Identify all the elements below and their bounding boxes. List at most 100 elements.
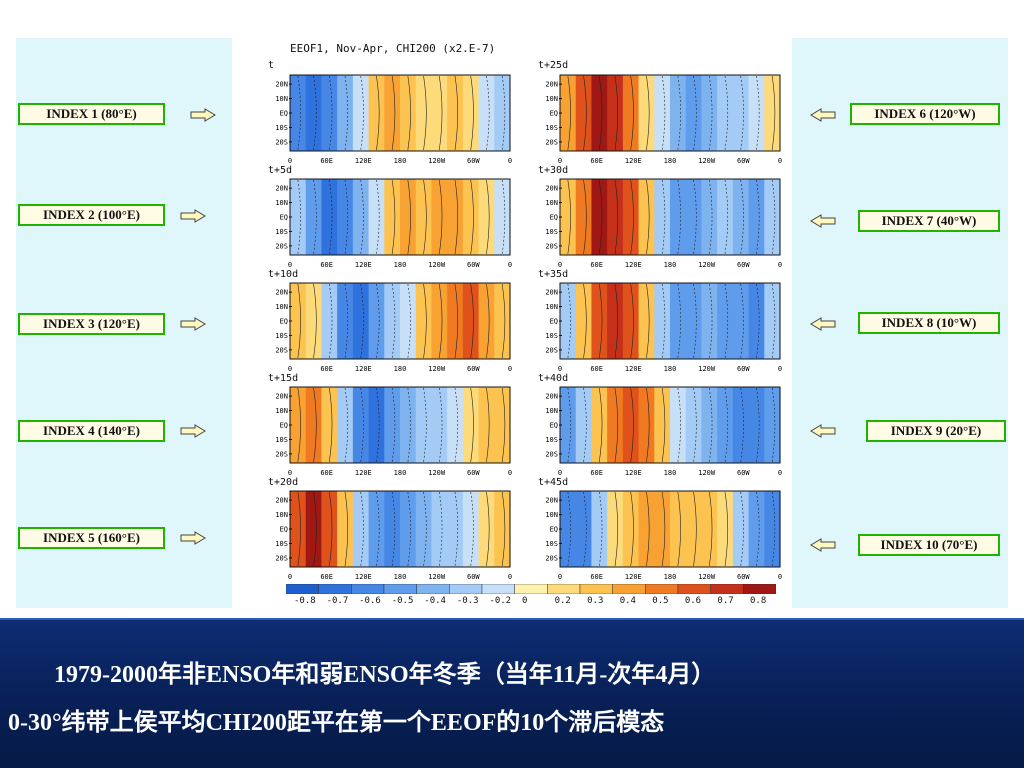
anomaly-cell [352, 283, 370, 359]
anomaly-cell [447, 75, 464, 151]
colorbar-segment [743, 584, 776, 594]
anomaly-cell [717, 179, 734, 255]
anomaly-cell [415, 75, 433, 151]
colorbar-segment [547, 584, 581, 594]
anomaly-cell [462, 387, 480, 463]
x-tick-label: 0 [288, 573, 292, 581]
x-tick-label: 60W [467, 261, 480, 269]
anomaly-cell [607, 491, 624, 567]
anomaly-cell [462, 75, 480, 151]
x-tick-label: 180 [394, 365, 407, 373]
anomaly-cell [701, 179, 718, 255]
x-tick-label: 120W [428, 157, 446, 165]
x-tick-label: 120W [428, 469, 446, 477]
y-tick-label: EQ [550, 214, 558, 222]
anomaly-cell [462, 283, 480, 359]
y-tick-label: 20N [545, 497, 558, 505]
x-tick-label: 0 [778, 157, 782, 165]
colorbar [286, 584, 776, 594]
anomaly-cell [654, 283, 671, 359]
contour-line [360, 75, 364, 151]
anomaly-cell [305, 283, 323, 359]
x-tick-label: 120W [698, 157, 716, 165]
y-tick-label: 20N [275, 289, 288, 297]
anomaly-cell [478, 283, 495, 359]
anomaly-cell [622, 179, 640, 255]
anomaly-cell [415, 387, 433, 463]
anomaly-cell [368, 75, 385, 151]
lag-label: t+25d [538, 60, 569, 71]
contour-line [486, 491, 490, 567]
lag-label: t+10d [268, 269, 299, 280]
anomaly-cell [352, 179, 370, 255]
x-tick-label: 0 [778, 261, 782, 269]
contour-line [407, 387, 411, 463]
anomaly-cell [638, 179, 655, 255]
y-tick-label: EQ [280, 110, 288, 118]
lag-label: t+40d [538, 373, 569, 384]
contour-line [583, 491, 587, 567]
y-tick-label: 20N [545, 289, 558, 297]
contour-line [630, 179, 634, 255]
anomaly-cell [622, 387, 640, 463]
anomaly-cell [400, 283, 417, 359]
anomaly-cell [290, 283, 307, 359]
contour-line [661, 179, 666, 255]
anomaly-cell [764, 491, 781, 567]
map-panel-t+20d: 20N 10N EQ 10S 20S 0 60E 120E 180 120W 60W 0 [275, 490, 512, 581]
contour-line [771, 283, 776, 359]
contour-line [740, 179, 744, 255]
x-tick-label: 0 [288, 365, 292, 373]
y-tick-label: 10S [275, 228, 288, 236]
x-tick-label: 60W [737, 157, 750, 165]
contour-line [344, 75, 349, 151]
map-panel-t+25d: 20N 10N EQ 10S 20S 0 60E 120E 180 120W 60W 0 [545, 74, 782, 165]
contour-line [391, 387, 396, 463]
colorbar-tick-label: 0.7 [717, 596, 734, 606]
x-tick-label: 60E [320, 365, 333, 373]
contour-line [501, 283, 506, 359]
anomaly-cell [352, 75, 370, 151]
contour-line [454, 387, 459, 463]
contour-line [423, 387, 427, 463]
right-arrow-icon [180, 424, 206, 438]
contour-line [423, 179, 427, 255]
contour-line [407, 283, 411, 359]
x-tick-label: 0 [558, 365, 562, 373]
caption-band [0, 618, 1024, 768]
anomaly-cell [494, 491, 511, 567]
contour-line [470, 179, 474, 255]
anomaly-cell [447, 387, 464, 463]
y-tick-label: EQ [280, 214, 288, 222]
anomaly-cell [494, 387, 511, 463]
contour-line [583, 283, 587, 359]
anomaly-cell [748, 387, 765, 463]
lag-label: t+20d [268, 477, 299, 488]
contour-line [376, 491, 380, 567]
x-tick-label: 120E [355, 157, 372, 165]
x-tick-label: 60W [737, 261, 750, 269]
contour-line [454, 75, 459, 151]
x-tick-label: 120E [355, 365, 372, 373]
contour-line [328, 387, 333, 463]
map-panel-t+5d: 20N 10N EQ 10S 20S 0 60E 120E 180 120W 60W 0 [275, 178, 512, 269]
anomaly-cell [717, 75, 734, 151]
contour-line [583, 75, 587, 151]
x-tick-label: 0 [778, 365, 782, 373]
contour-line [708, 491, 713, 567]
contour-line [376, 283, 380, 359]
colorbar-segment [710, 584, 744, 594]
contour-line [297, 387, 301, 463]
x-tick-label: 0 [508, 573, 512, 581]
contour-line [344, 283, 349, 359]
anomaly-cell [352, 387, 370, 463]
y-tick-label: 20N [275, 497, 288, 505]
anomaly-cell [764, 179, 781, 255]
x-tick-label: 120E [625, 157, 642, 165]
x-tick-label: 0 [288, 261, 292, 269]
contour-line [614, 283, 619, 359]
anomaly-cell [321, 491, 338, 567]
x-tick-label: 60W [467, 469, 480, 477]
y-tick-label: 10N [545, 199, 558, 207]
anomaly-cell [494, 179, 511, 255]
